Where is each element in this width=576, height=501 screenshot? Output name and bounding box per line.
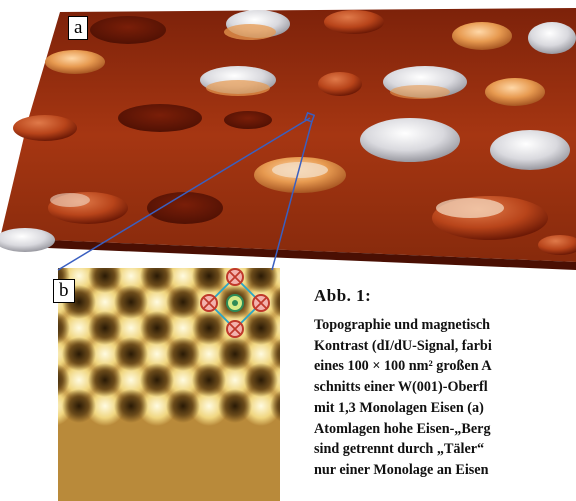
caption-line: eines 100 × 100 nm² großen A	[314, 358, 492, 375]
caption-line: schnitts einer W(001)-Oberfl	[314, 379, 488, 396]
topography-3d-image	[0, 8, 576, 270]
panel-label-a: a	[68, 16, 89, 40]
caption-line: Kontrast (dI/dU-Signal, farbi	[314, 337, 492, 354]
spin-down-marker-top	[226, 268, 244, 286]
caption-title: Abb. 1:	[314, 286, 372, 305]
spin-down-marker-bottom	[226, 320, 244, 338]
spin-up-marker-center	[226, 294, 244, 312]
spin-down-marker-right	[252, 294, 270, 312]
caption-line: sind getrennt durch „Täler“	[314, 441, 485, 458]
caption-line: mit 1,3 Monolagen Eisen (a)	[314, 399, 484, 416]
caption-line: Topographie und magnetisch	[314, 317, 491, 333]
figure-caption: Abb. 1: Topographie und magnetisch Kontr…	[314, 285, 576, 501]
spin-down-marker-left	[200, 294, 218, 312]
panel-label-b: b	[53, 279, 75, 303]
caption-line: Atomlagen hohe Eisen-„Berg	[314, 420, 491, 437]
caption-line: nur einer Monolage an Eisen	[314, 461, 489, 478]
magnetic-contrast-map	[58, 268, 280, 501]
